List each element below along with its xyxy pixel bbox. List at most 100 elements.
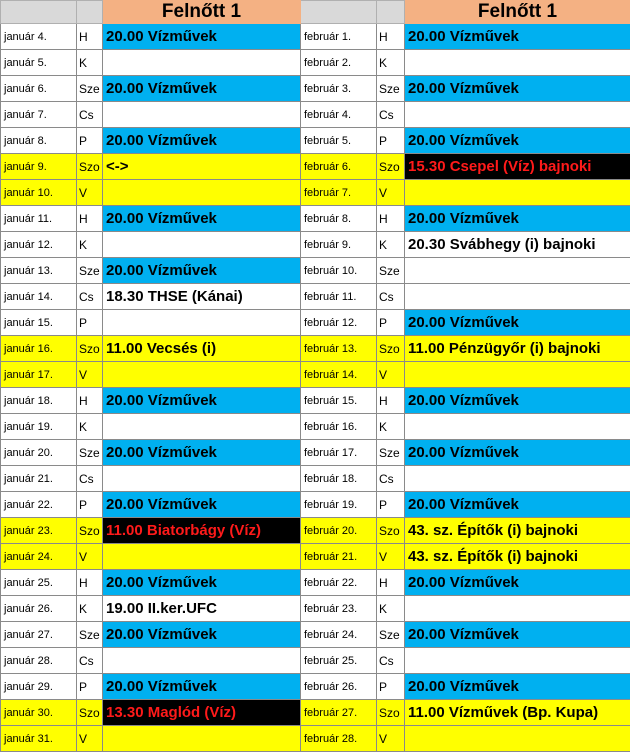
right-date-cell[interactable]: február 28.	[300, 725, 377, 752]
left-date-cell[interactable]: január 23.	[0, 517, 77, 544]
right-event-cell[interactable]	[404, 413, 630, 440]
left-date-cell[interactable]: január 6.	[0, 75, 77, 102]
left-day-cell[interactable]: K	[76, 595, 103, 622]
right-date-cell[interactable]: február 4.	[300, 101, 377, 128]
left-event-cell[interactable]	[102, 543, 301, 570]
right-event-cell[interactable]	[404, 465, 630, 492]
right-date-cell[interactable]: február 20.	[300, 517, 377, 544]
right-day-cell[interactable]: Szo	[376, 153, 405, 180]
left-day-cell[interactable]: V	[76, 725, 103, 752]
left-event-cell[interactable]	[102, 179, 301, 206]
right-date-cell[interactable]: február 11.	[300, 283, 377, 310]
left-event-cell[interactable]: 20.00 Vízművek	[102, 621, 301, 648]
left-event-cell[interactable]: 20.00 Vízművek	[102, 127, 301, 154]
left-date-cell[interactable]: január 7.	[0, 101, 77, 128]
header-blank-cell[interactable]	[0, 0, 77, 24]
right-date-cell[interactable]: február 27.	[300, 699, 377, 726]
right-date-cell[interactable]: február 1.	[300, 23, 377, 50]
left-day-cell[interactable]: Szo	[76, 699, 103, 726]
left-day-cell[interactable]: Sze	[76, 439, 103, 466]
right-date-cell[interactable]: február 21.	[300, 543, 377, 570]
header-blank-cell[interactable]	[376, 0, 405, 24]
right-event-cell[interactable]	[404, 725, 630, 752]
right-day-cell[interactable]: V	[376, 361, 405, 388]
left-date-cell[interactable]: január 21.	[0, 465, 77, 492]
left-date-cell[interactable]: január 8.	[0, 127, 77, 154]
left-date-cell[interactable]: január 19.	[0, 413, 77, 440]
left-day-cell[interactable]: P	[76, 127, 103, 154]
left-date-cell[interactable]: január 13.	[0, 257, 77, 284]
left-day-cell[interactable]: V	[76, 361, 103, 388]
left-event-cell[interactable]	[102, 725, 301, 752]
left-day-cell[interactable]: P	[76, 673, 103, 700]
right-day-cell[interactable]: Cs	[376, 465, 405, 492]
right-day-cell[interactable]: V	[376, 725, 405, 752]
left-title[interactable]: Felnőtt 1	[102, 0, 301, 24]
right-event-cell[interactable]: 20.00 Vízművek	[404, 621, 630, 648]
left-event-cell[interactable]: 13.30 Maglód (Víz)	[102, 699, 301, 726]
left-day-cell[interactable]: Cs	[76, 647, 103, 674]
left-event-cell[interactable]: 20.00 Vízművek	[102, 491, 301, 518]
left-date-cell[interactable]: január 25.	[0, 569, 77, 596]
left-day-cell[interactable]: H	[76, 23, 103, 50]
right-date-cell[interactable]: február 8.	[300, 205, 377, 232]
right-day-cell[interactable]: Sze	[376, 621, 405, 648]
left-event-cell[interactable]: <->	[102, 153, 301, 180]
left-date-cell[interactable]: január 28.	[0, 647, 77, 674]
left-date-cell[interactable]: január 4.	[0, 23, 77, 50]
left-date-cell[interactable]: január 9.	[0, 153, 77, 180]
left-date-cell[interactable]: január 17.	[0, 361, 77, 388]
left-day-cell[interactable]: H	[76, 569, 103, 596]
right-event-cell[interactable]: 11.00 Vízművek (Bp. Kupa)	[404, 699, 630, 726]
right-event-cell[interactable]: 20.00 Vízművek	[404, 439, 630, 466]
left-event-cell[interactable]	[102, 309, 301, 336]
left-date-cell[interactable]: január 24.	[0, 543, 77, 570]
right-event-cell[interactable]: 20.00 Vízművek	[404, 491, 630, 518]
right-day-cell[interactable]: P	[376, 673, 405, 700]
right-date-cell[interactable]: február 26.	[300, 673, 377, 700]
right-event-cell[interactable]	[404, 257, 630, 284]
right-day-cell[interactable]: H	[376, 387, 405, 414]
right-event-cell[interactable]: 20.00 Vízművek	[404, 205, 630, 232]
right-event-cell[interactable]: 20.30 Svábhegy (i) bajnoki	[404, 231, 630, 258]
right-date-cell[interactable]: február 6.	[300, 153, 377, 180]
left-event-cell[interactable]: 20.00 Vízművek	[102, 23, 301, 50]
left-event-cell[interactable]: 20.00 Vízművek	[102, 569, 301, 596]
left-day-cell[interactable]: V	[76, 543, 103, 570]
right-event-cell[interactable]: 20.00 Vízművek	[404, 569, 630, 596]
right-date-cell[interactable]: február 14.	[300, 361, 377, 388]
right-date-cell[interactable]: február 3.	[300, 75, 377, 102]
left-day-cell[interactable]: P	[76, 491, 103, 518]
left-date-cell[interactable]: január 14.	[0, 283, 77, 310]
right-date-cell[interactable]: február 17.	[300, 439, 377, 466]
left-event-cell[interactable]: 11.00 Vecsés (i)	[102, 335, 301, 362]
right-day-cell[interactable]: V	[376, 543, 405, 570]
right-event-cell[interactable]: 11.00 Pénzügyőr (i) bajnoki	[404, 335, 630, 362]
right-event-cell[interactable]	[404, 647, 630, 674]
left-date-cell[interactable]: január 12.	[0, 231, 77, 258]
left-date-cell[interactable]: január 18.	[0, 387, 77, 414]
right-event-cell[interactable]	[404, 595, 630, 622]
left-event-cell[interactable]	[102, 413, 301, 440]
left-day-cell[interactable]: K	[76, 49, 103, 76]
right-day-cell[interactable]: K	[376, 413, 405, 440]
right-date-cell[interactable]: február 15.	[300, 387, 377, 414]
left-day-cell[interactable]: Szo	[76, 517, 103, 544]
left-event-cell[interactable]: 20.00 Vízművek	[102, 205, 301, 232]
right-day-cell[interactable]: K	[376, 49, 405, 76]
left-day-cell[interactable]: Cs	[76, 101, 103, 128]
left-event-cell[interactable]	[102, 647, 301, 674]
right-event-cell[interactable]	[404, 179, 630, 206]
right-date-cell[interactable]: február 2.	[300, 49, 377, 76]
right-day-cell[interactable]: Cs	[376, 101, 405, 128]
left-day-cell[interactable]: Sze	[76, 257, 103, 284]
right-date-cell[interactable]: február 12.	[300, 309, 377, 336]
right-day-cell[interactable]: Szo	[376, 699, 405, 726]
right-date-cell[interactable]: február 25.	[300, 647, 377, 674]
right-day-cell[interactable]: H	[376, 205, 405, 232]
left-date-cell[interactable]: január 16.	[0, 335, 77, 362]
left-day-cell[interactable]: Szo	[76, 153, 103, 180]
right-day-cell[interactable]: H	[376, 569, 405, 596]
right-day-cell[interactable]: P	[376, 309, 405, 336]
right-date-cell[interactable]: február 19.	[300, 491, 377, 518]
